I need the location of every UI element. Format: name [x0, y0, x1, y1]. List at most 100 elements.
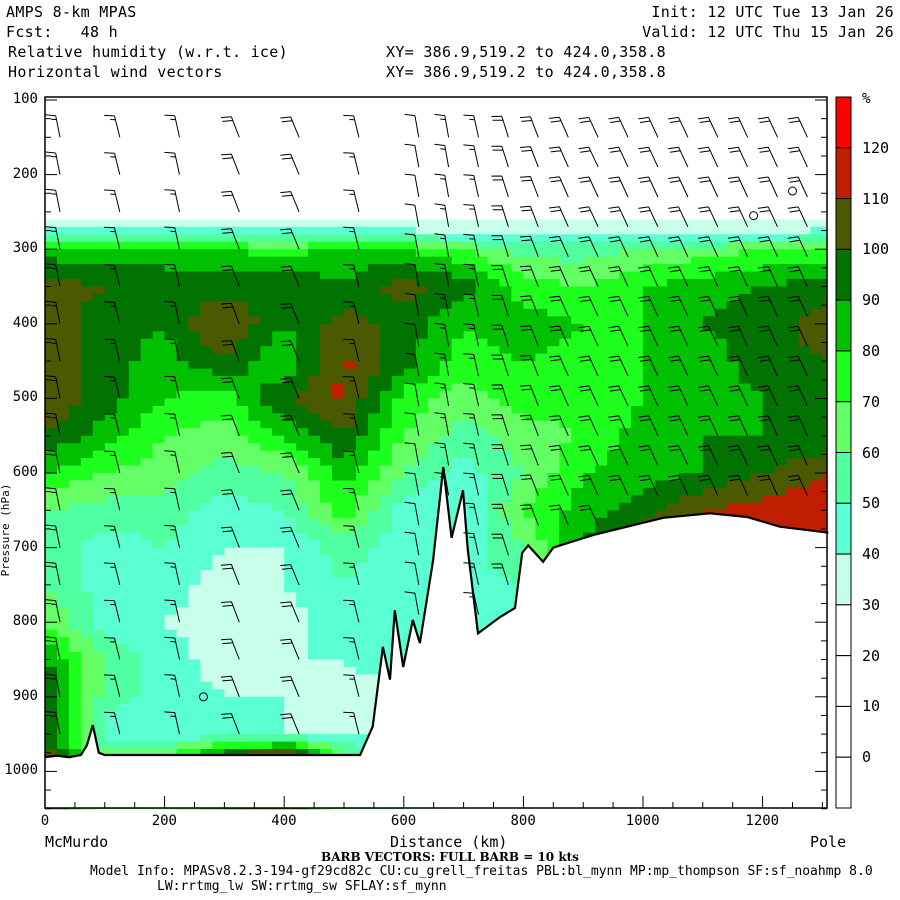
rh-cell [511, 308, 524, 317]
rh-cell [571, 458, 584, 467]
rh-cell [595, 428, 608, 437]
rh-cell [188, 495, 202, 504]
wind-barb [434, 322, 450, 347]
rh-cell [104, 353, 118, 362]
rh-cell [475, 547, 489, 556]
rh-cell [786, 398, 800, 407]
rh-cell [403, 525, 417, 534]
rh-cell [272, 413, 285, 422]
rh-cell [595, 383, 608, 392]
rh-cell [332, 629, 345, 638]
wind-barb [638, 176, 659, 198]
rh-cell [296, 652, 309, 661]
wind-barb [45, 412, 61, 436]
rh-cell [547, 346, 560, 355]
rh-cell [260, 428, 273, 437]
rh-cell [666, 241, 680, 250]
rh-cell [559, 361, 572, 370]
rh-cell [619, 383, 632, 392]
rh-cell [68, 622, 82, 631]
rh-cell [535, 510, 548, 519]
rh-cell [236, 390, 249, 399]
rh-cell [403, 420, 417, 429]
rh-cell [666, 286, 680, 295]
rh-cell [391, 301, 405, 310]
rh-cell [248, 294, 261, 303]
rh-cell [80, 286, 94, 295]
rh-cell [224, 316, 237, 325]
rh-cell [248, 241, 261, 250]
wind-barb [404, 442, 420, 466]
rh-cell [499, 540, 513, 549]
rh-cell [487, 405, 501, 414]
rh-cell [559, 353, 572, 362]
rh-cell [224, 487, 237, 496]
rh-cell [379, 555, 393, 564]
rh-cell [104, 726, 118, 735]
rh-cell [702, 495, 716, 504]
rh-cell [798, 487, 812, 496]
wind-barb [608, 415, 629, 436]
rh-cell [224, 368, 237, 377]
rh-cell [571, 308, 584, 317]
wind-barb [434, 263, 450, 287]
rh-cell [45, 234, 58, 243]
rh-cell [320, 316, 333, 325]
rh-cell [726, 428, 740, 437]
rh-cell [643, 331, 656, 340]
rh-cell [344, 480, 357, 489]
rh-cell [774, 413, 788, 422]
rh-cell [92, 450, 106, 459]
rh-cell [320, 719, 333, 728]
rh-cell [451, 368, 465, 377]
rh-cell [774, 286, 788, 295]
rh-cell [200, 726, 214, 735]
rh-cell [439, 368, 453, 377]
wind-barb [698, 445, 719, 466]
rh-cell [786, 294, 800, 303]
rh-cell [619, 294, 632, 303]
rh-cell [128, 555, 142, 564]
rh-cell [619, 473, 632, 482]
rh-cell [511, 390, 524, 399]
rh-cell [678, 510, 692, 519]
rh-cell [200, 652, 214, 661]
rh-cell [714, 413, 728, 422]
rh-cell [320, 413, 333, 422]
rh-cell [116, 413, 130, 422]
wind-barb [548, 444, 569, 466]
rh-cell [822, 495, 828, 504]
rh-cell [451, 473, 465, 482]
rh-cell [367, 249, 381, 258]
rh-cell [152, 704, 166, 713]
rh-cell [68, 226, 82, 235]
wind-barb [343, 376, 360, 399]
rh-cell [379, 383, 393, 392]
rh-cell [344, 726, 357, 735]
rh-cell [128, 390, 142, 399]
rh-cell [164, 495, 178, 504]
rh-cell [451, 361, 465, 370]
rh-cell [308, 592, 321, 601]
rh-cell [248, 689, 261, 698]
rh-cell [583, 301, 596, 310]
rh-cell [57, 599, 70, 608]
rh-cell [499, 413, 513, 422]
rh-cell [188, 487, 202, 496]
rh-cell [750, 301, 764, 310]
rh-cell [367, 667, 381, 676]
rh-cell [176, 234, 190, 243]
field-label-wind: Horizontal wind vectors [8, 63, 223, 81]
rh-cell [116, 547, 130, 556]
rh-cell [571, 443, 584, 452]
x-tick-label: 800 [510, 813, 536, 829]
rh-cell [212, 226, 225, 235]
rh-cell [344, 592, 357, 601]
rh-cell [188, 741, 202, 750]
rh-cell [535, 540, 548, 549]
rh-cell [391, 241, 405, 250]
rh-cell [619, 338, 632, 347]
rh-cell [666, 487, 680, 496]
wind-barb [164, 599, 180, 623]
rh-cell [666, 234, 680, 243]
